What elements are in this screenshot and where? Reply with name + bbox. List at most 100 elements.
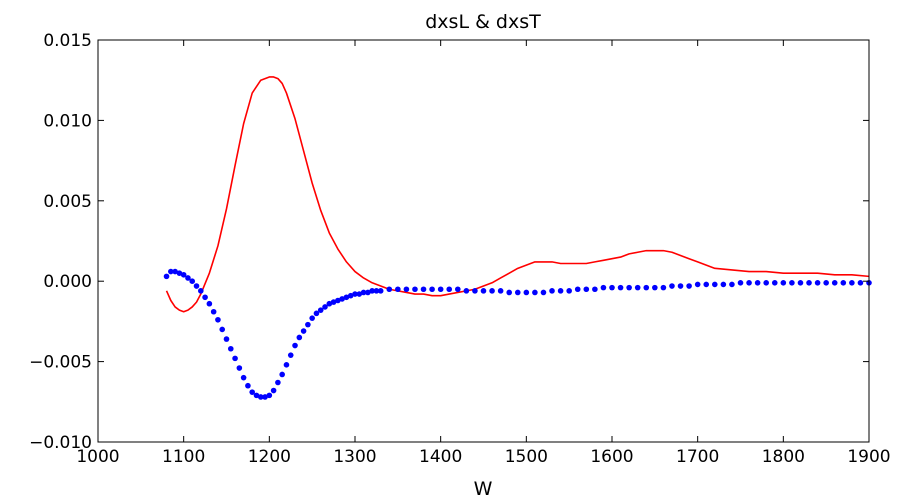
data-point: [309, 315, 315, 321]
data-point: [236, 365, 243, 371]
data-point: [703, 281, 710, 288]
data-point: [287, 352, 294, 358]
data-point: [373, 288, 380, 294]
data-point: [677, 283, 684, 289]
data-point: [386, 286, 393, 293]
x-tick-label: 1900: [847, 447, 890, 467]
data-point: [455, 286, 461, 293]
data-point: [365, 289, 371, 296]
data-point: [480, 288, 487, 294]
data-point: [335, 297, 341, 304]
data-point: [283, 362, 290, 368]
data-point: [712, 281, 718, 288]
data-point: [592, 286, 598, 293]
data-point: [300, 328, 307, 334]
data-point: [831, 280, 838, 286]
x-tick-label: 1000: [76, 447, 119, 467]
data-point: [275, 379, 281, 386]
data-point: [754, 280, 761, 286]
plot-frame: [97, 39, 870, 443]
data-point: [360, 289, 367, 296]
data-point: [574, 286, 581, 293]
data-point: [347, 292, 354, 299]
data-point: [643, 284, 650, 291]
data-point: [694, 281, 701, 288]
data-point: [270, 387, 277, 394]
y-tick-label: 0.010: [43, 111, 92, 131]
x-tick-label: 1200: [248, 447, 291, 467]
y-tick-label: −0.010: [29, 433, 92, 453]
data-point: [497, 288, 504, 294]
data-point: [163, 273, 170, 280]
data-point: [292, 342, 298, 349]
y-tick-label: 0.000: [43, 272, 92, 292]
data-point: [540, 289, 547, 296]
x-tick-label: 1400: [419, 447, 462, 467]
data-point: [686, 283, 692, 289]
data-point: [446, 286, 453, 293]
data-point: [823, 280, 829, 286]
data-point: [763, 280, 769, 286]
x-tick-label: 1300: [333, 447, 376, 467]
data-point: [313, 310, 320, 317]
data-point: [566, 288, 572, 294]
data-point: [245, 382, 251, 389]
data-point: [330, 299, 337, 305]
data-point: [219, 326, 226, 333]
data-point: [253, 392, 260, 399]
data-point: [412, 286, 418, 293]
data-point: [185, 275, 191, 281]
y-tick-label: 0.015: [43, 31, 92, 51]
data-point: [523, 289, 530, 296]
data-point: [206, 300, 213, 307]
data-point: [746, 280, 752, 286]
data-point: [609, 284, 615, 291]
data-point: [729, 281, 735, 288]
x-tick-label: 1100: [162, 447, 205, 467]
y-axis: −0.010 −0.005 0.000 0.005 0.010 0.015: [29, 31, 869, 453]
data-point: [463, 288, 470, 294]
data-point: [634, 284, 641, 291]
data-point: [617, 284, 624, 291]
data-point: [232, 355, 238, 362]
data-point: [322, 304, 328, 310]
data-point: [857, 280, 864, 286]
data-point: [326, 300, 333, 307]
data-point: [279, 371, 285, 378]
data-point: [403, 286, 410, 293]
data-point: [532, 289, 538, 296]
data-point: [249, 389, 255, 395]
data-point: [840, 280, 847, 286]
data-point: [437, 286, 444, 293]
data-point: [168, 268, 174, 275]
data-point: [356, 291, 363, 297]
data-point: [583, 286, 590, 293]
data-point: [180, 271, 187, 278]
series-line: [165, 76, 870, 313]
data-point: [660, 284, 667, 291]
chart-title: dxsL & dxsT: [425, 11, 541, 33]
data-point: [369, 288, 375, 294]
data-point: [472, 288, 478, 294]
data-point: [266, 392, 273, 399]
data-point: [395, 286, 401, 293]
data-point: [489, 288, 495, 294]
data-point: [339, 296, 345, 302]
data-point: [814, 280, 821, 286]
data-point: [317, 307, 324, 313]
x-tick-label: 1500: [505, 447, 548, 467]
data-point: [193, 283, 200, 289]
data-point: [737, 280, 744, 286]
data-point: [720, 281, 727, 288]
data-point: [227, 345, 234, 352]
data-point: [189, 278, 196, 285]
data-point: [797, 280, 804, 286]
data-point: [240, 374, 247, 381]
data-point: [626, 284, 632, 291]
x-axis-label: W: [474, 478, 493, 500]
data-point: [514, 289, 521, 296]
x-tick-label: 1600: [590, 447, 633, 467]
data-point: [789, 280, 795, 286]
data-point: [176, 270, 183, 276]
